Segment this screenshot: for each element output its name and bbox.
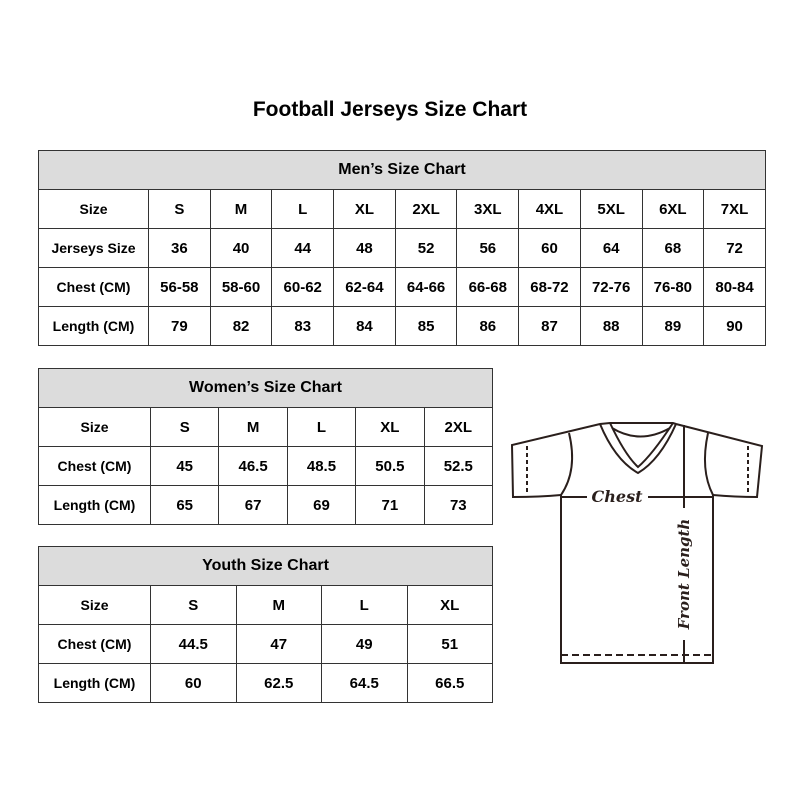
table-row: Size S M L XL bbox=[38, 585, 494, 625]
mens-size-table: Men’s Size Chart Size S M L XL 2XL 3XL 4XL 5XL 6XL… bbox=[38, 150, 766, 346]
table-cell: 47 bbox=[235, 624, 322, 664]
table-cell: 79 bbox=[148, 306, 211, 346]
table-cell: 86 bbox=[456, 306, 520, 346]
table-cell: 90 bbox=[703, 306, 766, 346]
table-cell: 80-84 bbox=[703, 267, 766, 307]
table-row: Size S M L XL 2XL 3XL 4XL 5XL 6XL 7XL bbox=[38, 189, 766, 229]
page-title: Football Jerseys Size Chart bbox=[252, 98, 528, 121]
row-label: Jerseys Size bbox=[38, 228, 149, 268]
table-cell: 40 bbox=[209, 228, 273, 268]
table-row: Length (CM) 65 67 69 71 73 bbox=[38, 485, 494, 525]
table-cell: 49 bbox=[321, 624, 408, 664]
table-cell: XL bbox=[355, 407, 425, 447]
table-caption: Men’s Size Chart bbox=[38, 150, 766, 190]
table-cell: 88 bbox=[579, 306, 643, 346]
table-cell: 6XL bbox=[641, 189, 705, 229]
table-cell: 65 bbox=[149, 485, 220, 525]
chest-label: Chest bbox=[592, 487, 644, 506]
table-cell: M bbox=[218, 407, 288, 447]
table-cell: L bbox=[321, 585, 408, 625]
table-cell: 56-58 bbox=[148, 267, 211, 307]
table-cell: 71 bbox=[355, 485, 425, 525]
table-cell: L bbox=[286, 407, 357, 447]
table-row: Length (CM) 79 82 83 84 85 86 87 88 89 90 bbox=[38, 306, 766, 346]
table-row: Chest (CM) 45 46.5 48.5 50.5 52.5 bbox=[38, 446, 494, 486]
table-cell: 60-62 bbox=[271, 267, 335, 307]
table-cell: 68 bbox=[641, 228, 705, 268]
table-cell: 44.5 bbox=[150, 624, 237, 664]
table-cell: S bbox=[150, 585, 237, 625]
table-cell: 36 bbox=[148, 228, 211, 268]
table-cell: 60 bbox=[518, 228, 581, 268]
table-cell: 66-68 bbox=[456, 267, 520, 307]
youth-size-table: Youth Size Chart Size S M L XL Chest (CM) 44.5 4… bbox=[37, 546, 494, 703]
row-label: Length (CM) bbox=[38, 485, 151, 525]
row-label: Chest (CM) bbox=[38, 624, 151, 664]
table-cell: 82 bbox=[209, 306, 273, 346]
row-label: Length (CM) bbox=[38, 663, 151, 703]
table-caption: Women’s Size Chart bbox=[37, 368, 494, 408]
jersey-outline bbox=[510, 422, 764, 664]
front-length-label: Front Length bbox=[675, 519, 693, 631]
table-cell: 87 bbox=[518, 306, 581, 346]
table-cell: L bbox=[271, 189, 335, 229]
table-cell: XL bbox=[333, 189, 396, 229]
table-cell: M bbox=[235, 585, 322, 625]
table-cell: 7XL bbox=[703, 189, 766, 229]
table-row: Chest (CM) 44.5 47 49 51 bbox=[38, 624, 494, 664]
row-label: Size bbox=[38, 585, 151, 625]
table-cell: 76-80 bbox=[641, 267, 705, 307]
table-row: Length (CM) 60 62.5 64.5 66.5 bbox=[38, 663, 494, 703]
table-caption: Youth Size Chart bbox=[37, 546, 494, 586]
row-label: Length (CM) bbox=[38, 306, 149, 346]
womens-size-table: Women’s Size Chart Size S M L XL 2XL Chest (CM)… bbox=[37, 368, 494, 525]
table-row: Jerseys Size 36 40 44 48 52 56 60 64 68 72 bbox=[38, 228, 766, 268]
table-cell: 64 bbox=[579, 228, 643, 268]
table-cell: 67 bbox=[218, 485, 288, 525]
table-cell: 62-64 bbox=[333, 267, 396, 307]
table-cell: 48 bbox=[333, 228, 396, 268]
table-cell: 52.5 bbox=[423, 446, 494, 486]
row-label: Chest (CM) bbox=[38, 446, 151, 486]
table-cell: 73 bbox=[423, 485, 494, 525]
table-cell: 64.5 bbox=[321, 663, 408, 703]
table-cell: 84 bbox=[333, 306, 396, 346]
table-cell: 60 bbox=[150, 663, 237, 703]
table-cell: 2XL bbox=[423, 407, 494, 447]
table-cell: 50.5 bbox=[355, 446, 425, 486]
table-cell: 5XL bbox=[579, 189, 643, 229]
table-cell: 68-72 bbox=[518, 267, 581, 307]
table-cell: 48.5 bbox=[286, 446, 357, 486]
table-cell: 69 bbox=[286, 485, 357, 525]
row-label: Size bbox=[38, 407, 151, 447]
table-cell: 44 bbox=[271, 228, 335, 268]
table-cell: 4XL bbox=[518, 189, 581, 229]
table-cell: 45 bbox=[149, 446, 220, 486]
table-cell: 72-76 bbox=[579, 267, 643, 307]
row-label: Size bbox=[38, 189, 149, 229]
table-cell: 51 bbox=[406, 624, 494, 664]
table-row: Size S M L XL 2XL bbox=[38, 407, 494, 447]
table-cell: 85 bbox=[394, 306, 458, 346]
table-cell: 62.5 bbox=[235, 663, 322, 703]
table-cell: 66.5 bbox=[406, 663, 494, 703]
